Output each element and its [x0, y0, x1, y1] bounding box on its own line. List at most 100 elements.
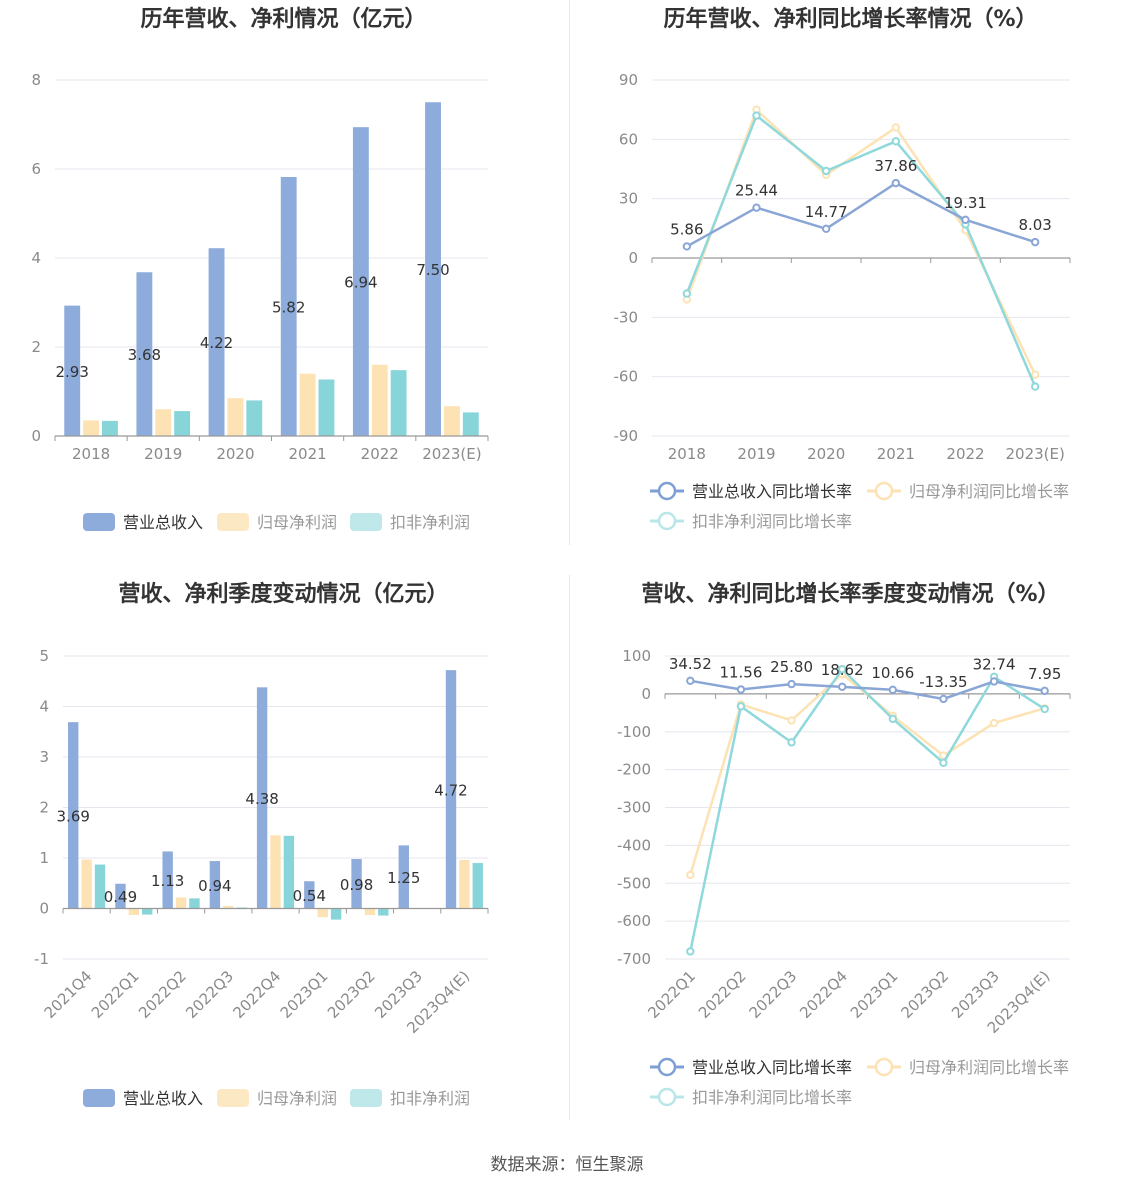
bar — [83, 420, 100, 436]
bar — [317, 908, 328, 918]
y-tick-label: 6 — [31, 160, 41, 178]
x-tick-label: 2023Q2 — [324, 967, 379, 1022]
bar — [102, 420, 118, 436]
y-tick-label: 100 — [622, 647, 651, 665]
y-tick-label: 0 — [39, 900, 49, 918]
data-label: 5.86 — [670, 220, 703, 238]
x-tick-label: 2022Q1 — [88, 967, 143, 1022]
y-tick-label: -90 — [614, 427, 639, 445]
bar — [256, 687, 268, 909]
data-point — [891, 178, 901, 188]
data-label: 1.25 — [387, 869, 420, 887]
legend-label: 扣非净利润同比增长率 — [692, 1088, 852, 1107]
legend-marker — [657, 481, 677, 501]
x-tick-label: 2020 — [216, 445, 254, 463]
bar — [472, 863, 483, 909]
data-label: 0.98 — [340, 876, 373, 894]
legend-marker — [874, 481, 894, 501]
chart-title: 营收、净利季度变动情况（亿元） — [118, 581, 448, 607]
data-point — [1030, 237, 1040, 247]
y-tick-label: 5 — [39, 647, 49, 665]
x-tick-label: 2021 — [288, 445, 326, 463]
chart-title: 历年营收、净利同比增长率情况（%） — [663, 6, 1037, 32]
data-point — [939, 758, 948, 768]
y-tick-label: -300 — [617, 799, 651, 817]
bar — [304, 881, 315, 909]
data-point — [837, 682, 847, 692]
bar — [115, 883, 126, 909]
bar — [189, 898, 200, 909]
x-tick-label: 2022Q1 — [644, 967, 699, 1022]
bar — [330, 908, 342, 920]
data-label: 4.38 — [245, 790, 278, 808]
bar — [208, 248, 225, 436]
data-point — [961, 215, 970, 225]
data-label: 0.94 — [198, 877, 231, 895]
bar — [209, 861, 221, 909]
data-label: 1.13 — [151, 872, 184, 890]
x-tick-label: 2020 — [807, 445, 845, 463]
bar — [162, 851, 173, 909]
bar — [390, 370, 407, 436]
y-tick-label: 2 — [39, 799, 49, 817]
bar — [64, 305, 81, 436]
x-tick-label: 2022Q4 — [796, 967, 851, 1022]
y-tick-label: -1 — [34, 950, 49, 968]
bar — [174, 411, 191, 436]
data-label: -13.35 — [919, 673, 967, 691]
x-tick-label: 2022Q4 — [230, 967, 285, 1022]
series-line — [685, 107, 1037, 376]
legend-label: 营业总收入 — [123, 513, 203, 532]
bar — [351, 859, 362, 909]
bar — [128, 908, 140, 916]
data-point — [686, 676, 695, 686]
bar — [270, 835, 281, 909]
x-tick-label: 2018 — [72, 445, 110, 463]
data-label: 0.49 — [104, 888, 137, 906]
data-point — [989, 718, 999, 728]
x-tick-label: 2019 — [144, 445, 182, 463]
chart-quarterly-revenue-profit-svg: 营收、净利季度变动情况（亿元）-10123452021Q42022Q12022Q… — [34, 581, 489, 1108]
legend-swatch — [83, 513, 115, 531]
y-tick-label: 2 — [31, 338, 41, 356]
chart-title: 历年营收、净利情况（亿元） — [140, 6, 426, 32]
series-line — [685, 113, 1037, 388]
series-line — [690, 679, 1045, 701]
chart-annual-revenue-profit: 历年营收、净利情况（亿元） 0 2 4 6 8 2018 2019 2020 2021 2022 20… — [0, 0, 567, 545]
legend-swatch — [350, 513, 382, 531]
x-tick-label: 2018 — [668, 445, 706, 463]
data-label: 19.31 — [944, 194, 987, 212]
data-label: 3.68 — [128, 346, 161, 364]
data-label: 32.74 — [973, 655, 1016, 673]
bar — [352, 127, 369, 437]
data-label: 6.94 — [344, 274, 377, 292]
y-tick-label: 8 — [31, 71, 41, 89]
data-label: 25.44 — [735, 182, 778, 200]
data-label: 10.66 — [871, 664, 914, 682]
legend-label: 归母净利润同比增长率 — [909, 482, 1069, 501]
y-tick-label: 3 — [39, 748, 49, 766]
data-point — [787, 738, 796, 747]
data-point — [989, 677, 999, 686]
x-tick-label: 2022Q3 — [182, 967, 237, 1022]
y-tick-label: 0 — [628, 249, 638, 267]
data-point — [686, 947, 695, 956]
bar — [318, 379, 335, 436]
y-tick-label: -60 — [614, 368, 639, 386]
x-tick-label: 2019 — [737, 445, 775, 463]
data-point — [1030, 382, 1040, 391]
y-tick-label: 4 — [31, 249, 41, 267]
legend-label: 扣非净利润 — [390, 513, 470, 532]
legend-swatch — [217, 1089, 249, 1107]
bar — [299, 373, 316, 436]
data-point — [891, 137, 901, 146]
data-point — [752, 111, 761, 120]
legend-swatch — [217, 513, 249, 531]
data-label: 2.93 — [56, 363, 89, 381]
data-label: 37.86 — [874, 157, 917, 175]
chart-quarterly-revenue-profit: 营收、净利季度变动情况（亿元） -1 0 1 2 3 4 5 2021Q4 2022Q1 2022Q… — [0, 570, 567, 1130]
legend-label: 归母净利润同比增长率 — [909, 1058, 1069, 1077]
data-source-text: 数据来源：恒生聚源 — [490, 1155, 644, 1175]
bar — [280, 177, 297, 436]
y-tick-label: -600 — [617, 912, 651, 930]
